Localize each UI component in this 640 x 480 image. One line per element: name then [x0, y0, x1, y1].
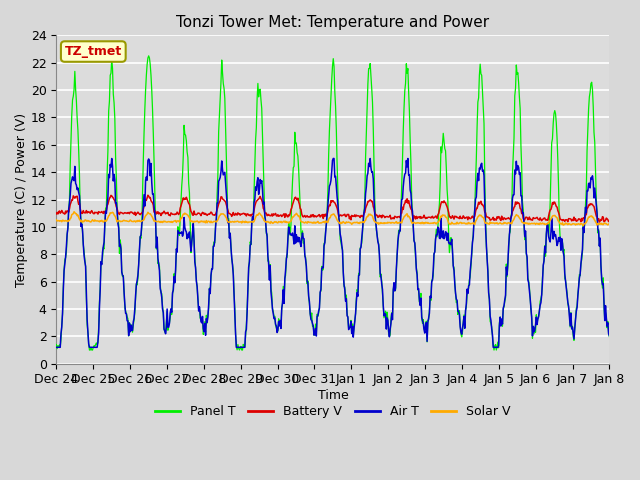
Line: Solar V: Solar V: [56, 212, 609, 226]
Line: Panel T: Panel T: [56, 56, 609, 350]
Air T: [108, 156, 116, 161]
Legend: Panel T, Battery V, Air T, Solar V: Panel T, Battery V, Air T, Solar V: [150, 400, 516, 423]
Air T: [205, 286, 213, 292]
Air T: [417, 295, 425, 301]
Battery V: [52, 211, 60, 217]
Panel T: [402, 80, 410, 86]
Panel T: [605, 334, 613, 339]
Panel T: [145, 53, 152, 59]
Solar V: [579, 223, 587, 228]
Battery V: [596, 219, 604, 225]
Solar V: [177, 217, 184, 223]
Air T: [63, 244, 70, 250]
Battery V: [120, 211, 127, 216]
Solar V: [605, 220, 613, 226]
Panel T: [63, 249, 70, 255]
Air T: [177, 230, 184, 236]
X-axis label: Time: Time: [317, 389, 348, 402]
Battery V: [63, 210, 70, 216]
Battery V: [605, 218, 613, 224]
Battery V: [177, 205, 184, 211]
Panel T: [86, 347, 93, 353]
Air T: [52, 345, 60, 350]
Solar V: [70, 209, 78, 215]
Panel T: [206, 288, 214, 294]
Solar V: [205, 219, 213, 225]
Air T: [605, 333, 613, 338]
Battery V: [417, 216, 425, 221]
Panel T: [120, 288, 128, 293]
Air T: [120, 289, 128, 295]
Solar V: [52, 217, 60, 223]
Title: Tonzi Tower Met: Temperature and Power: Tonzi Tower Met: Temperature and Power: [176, 15, 490, 30]
Solar V: [63, 218, 70, 224]
Solar V: [401, 213, 408, 219]
Battery V: [205, 211, 213, 217]
Y-axis label: Temperature (C) / Power (V): Temperature (C) / Power (V): [15, 112, 28, 287]
Solar V: [120, 217, 128, 223]
Line: Battery V: Battery V: [56, 195, 609, 222]
Line: Air T: Air T: [56, 158, 609, 348]
Panel T: [418, 313, 426, 319]
Panel T: [177, 198, 185, 204]
Battery V: [401, 201, 408, 206]
Battery V: [144, 192, 152, 198]
Solar V: [417, 221, 425, 227]
Air T: [401, 171, 408, 177]
Panel T: [52, 342, 60, 348]
Text: TZ_tmet: TZ_tmet: [65, 45, 122, 58]
